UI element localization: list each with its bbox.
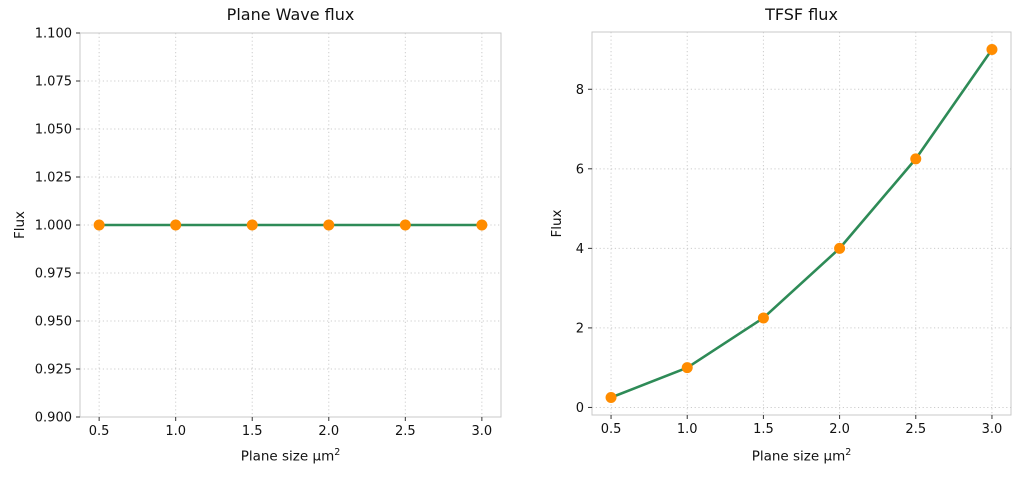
data-point-marker	[323, 219, 335, 231]
x-tick-label: 1.5	[242, 424, 263, 439]
left-xlabel-superscript: 2	[334, 447, 341, 458]
y-tick-label: 8	[576, 83, 584, 98]
data-point-marker	[681, 362, 693, 374]
data-point-marker	[986, 43, 998, 55]
x-tick-label: 3.0	[472, 424, 493, 439]
x-tick-label: 1.0	[677, 422, 698, 437]
x-tick-label: 1.0	[165, 424, 186, 439]
y-tick-label: 2	[576, 321, 584, 336]
left-chart-xlabel: Plane size μm2	[80, 447, 501, 465]
x-tick-label: 2.0	[829, 422, 850, 437]
y-tick-label: 1.100	[35, 27, 72, 42]
left-chart-ylabel: Flux	[12, 210, 28, 240]
right-flux-line	[609, 48, 994, 399]
left-chart-title: Plane Wave flux	[226, 5, 355, 24]
x-tick-label: 0.5	[601, 422, 622, 437]
data-point-marker	[605, 392, 617, 404]
y-tick-label: 0.975	[35, 267, 72, 282]
data-point-marker	[246, 219, 258, 231]
y-tick-label: 0.925	[35, 363, 72, 378]
y-tick-label: 0	[576, 401, 584, 416]
x-tick-label: 0.5	[89, 424, 110, 439]
y-tick-label: 1.050	[35, 123, 72, 138]
data-point-marker	[757, 312, 769, 324]
right-chart-title: TFSF flux	[765, 5, 838, 24]
data-point-marker	[93, 219, 105, 231]
right-chart-xlabel: Plane size μm2	[592, 447, 1011, 465]
y-tick-label: 0.900	[35, 411, 72, 426]
y-tick-label: 1.025	[35, 171, 72, 186]
data-point-marker	[910, 153, 922, 165]
x-tick-label: 1.5	[753, 422, 774, 437]
left-xlabel-text: Plane size μm	[240, 448, 335, 465]
left-chart-axes: 0.5 1.0 1.5 2.0 2.5 3.0 0.900 0.925 0.950 0.975 1.…	[35, 27, 502, 439]
y-tick-label: 1.000	[35, 219, 72, 234]
axes-spines	[591, 31, 1012, 416]
y-tick-label: 0.950	[35, 315, 72, 330]
right-xlabel-superscript: 2	[845, 447, 852, 458]
x-tick-label: 3.0	[982, 422, 1003, 437]
x-tick-label: 2.5	[395, 424, 416, 439]
data-point-marker	[399, 219, 411, 231]
right-chart-axes: 0.5 1.0 1.5 2.0 2.5 3.0 0 2 4 6 8	[576, 31, 1012, 437]
data-point-marker	[170, 219, 182, 231]
y-tick-label: 6	[576, 162, 584, 177]
data-point-marker	[834, 242, 846, 254]
y-tick-label: 1.075	[35, 75, 72, 90]
y-tick-label: 4	[576, 242, 584, 257]
x-tick-label: 2.5	[905, 422, 926, 437]
right-chart-ylabel: Flux	[549, 209, 565, 238]
data-point-marker	[476, 219, 488, 231]
x-tick-label: 2.0	[318, 424, 339, 439]
right-xlabel-text: Plane size μm	[751, 448, 846, 465]
